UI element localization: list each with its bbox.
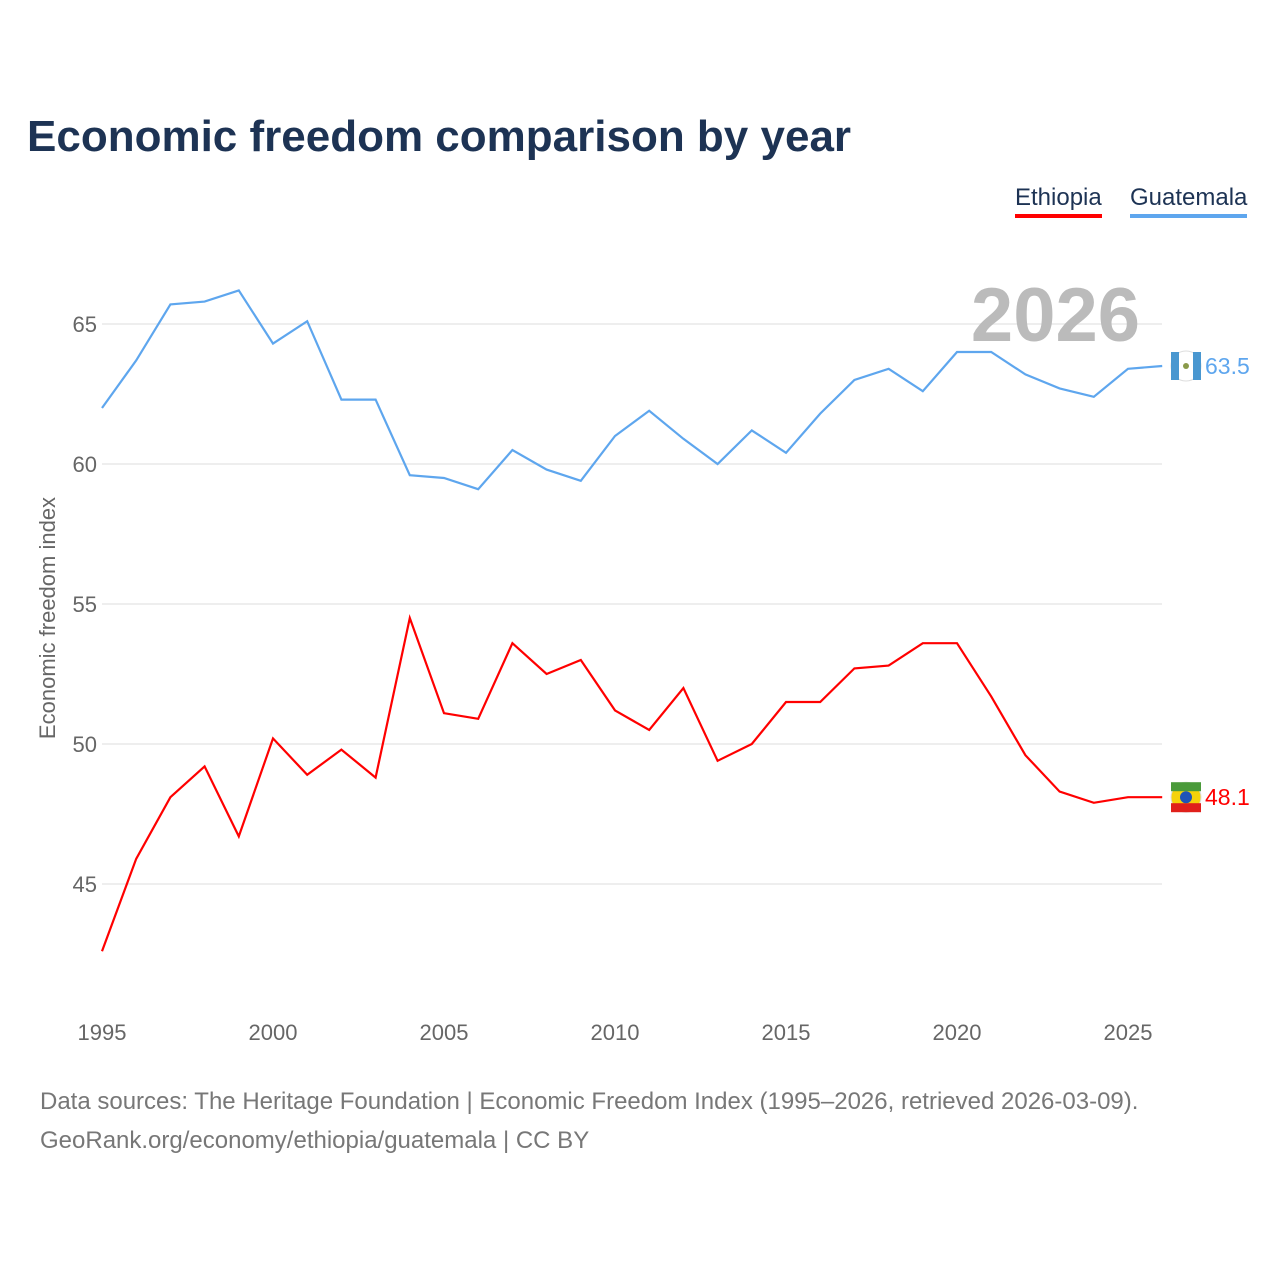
- year-watermark: 2026: [971, 273, 1140, 358]
- x-tick-label: 2010: [591, 1020, 640, 1045]
- flag-emblem: [1183, 363, 1189, 369]
- x-tick-label: 1995: [78, 1020, 127, 1045]
- end-value-label-ethiopia: 48.1: [1205, 784, 1250, 810]
- flag-stripe: [1171, 352, 1179, 380]
- flag-emblem: [1180, 791, 1192, 804]
- flag-stripe: [1171, 803, 1201, 813]
- series-line-guatemala: [101, 289, 1163, 491]
- y-tick-label: 65: [73, 312, 97, 337]
- x-tick-label: 2000: [249, 1020, 298, 1045]
- x-tick-label: 2015: [762, 1020, 811, 1045]
- legend-guatemala[interactable]: Guatemala: [1130, 184, 1248, 218]
- x-tick-label: 2005: [420, 1020, 469, 1045]
- flag-stripe: [1171, 782, 1201, 792]
- series-line-ethiopia: [100, 614, 1163, 952]
- flag-stripe: [1193, 352, 1201, 380]
- y-tick-label: 45: [73, 872, 97, 897]
- legend-ethiopia[interactable]: Ethiopia: [1015, 184, 1102, 218]
- footer-link[interactable]: GeoRank.org/economy/ethiopia/guatemala |…: [40, 1127, 590, 1154]
- x-tick-label: 2020: [933, 1020, 982, 1045]
- footer-sources: Data sources: The Heritage Foundation | …: [40, 1088, 1139, 1115]
- y-tick-label: 55: [73, 592, 97, 617]
- x-tick-label: 2025: [1104, 1020, 1153, 1045]
- y-tick-label: 50: [73, 732, 97, 757]
- chart-title: Economic freedom comparison by year: [27, 112, 852, 161]
- end-value-label-guatemala: 63.5: [1205, 353, 1250, 379]
- y-tick-label: 60: [73, 452, 97, 477]
